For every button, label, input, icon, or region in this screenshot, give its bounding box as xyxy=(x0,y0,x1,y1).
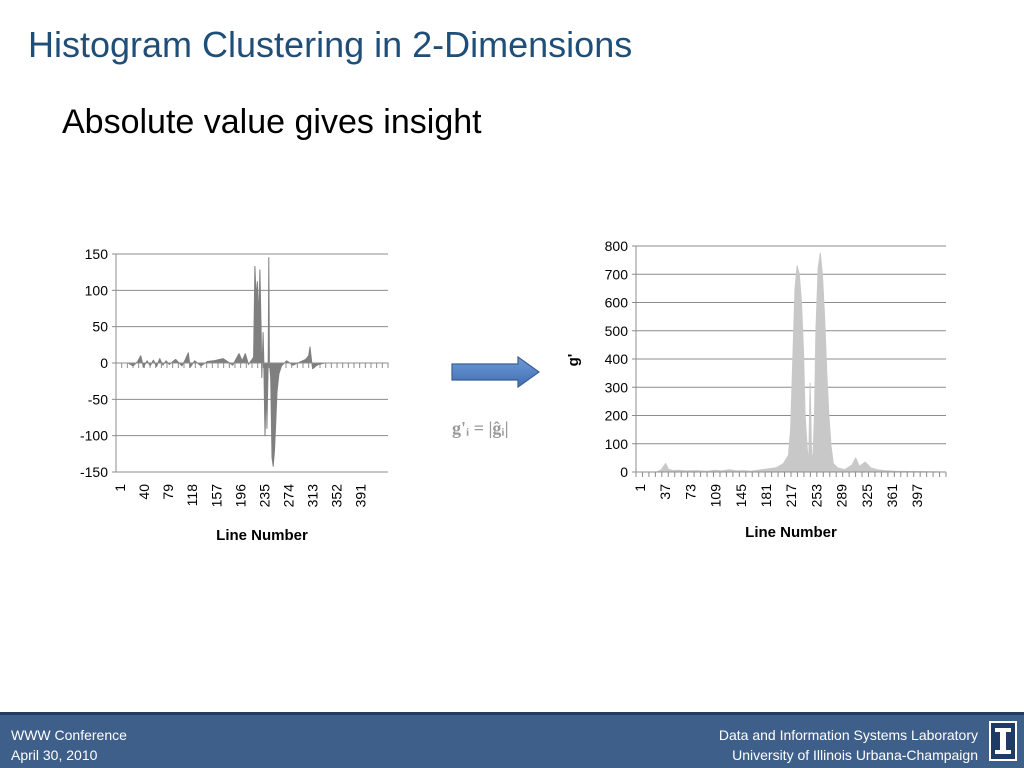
y-tick-label: 0 xyxy=(620,464,628,480)
y-tick-label: 100 xyxy=(85,282,109,298)
y-axis-label: g' xyxy=(565,354,582,367)
y-tick-label: -100 xyxy=(80,428,108,444)
conference-name: WWW Conference xyxy=(11,727,127,743)
x-tick-label: 289 xyxy=(834,484,850,508)
y-tick-label: 600 xyxy=(605,295,629,311)
y-tick-label: -50 xyxy=(88,391,108,407)
x-tick-label: 325 xyxy=(859,484,875,508)
y-tick-label: -150 xyxy=(80,464,108,480)
x-tick-label: 118 xyxy=(184,484,200,507)
x-tick-label: 73 xyxy=(682,484,698,500)
x-tick-label: 145 xyxy=(733,484,749,508)
footer-bar: WWW Conference April 30, 2010 Data and I… xyxy=(0,712,1024,768)
arrow-right-icon xyxy=(451,356,541,388)
slide-subtitle: Absolute value gives insight xyxy=(62,103,482,141)
x-tick-label: 391 xyxy=(353,484,369,508)
x-tick-label: 313 xyxy=(305,484,321,508)
y-tick-label: 700 xyxy=(605,266,629,282)
y-tick-label: 100 xyxy=(605,436,629,452)
data-series xyxy=(635,252,947,473)
x-tick-label: 274 xyxy=(281,484,297,508)
y-tick-label: 200 xyxy=(605,408,629,424)
x-axis-label: Line Number xyxy=(216,527,308,544)
x-tick-label: 79 xyxy=(160,484,176,500)
y-tick-label: 400 xyxy=(605,351,629,367)
x-tick-label: 397 xyxy=(909,484,925,508)
conference-date: April 30, 2010 xyxy=(11,747,98,763)
x-tick-label: 235 xyxy=(256,484,272,508)
x-tick-label: 157 xyxy=(208,484,224,508)
lab-name: Data and Information Systems Laboratory xyxy=(718,727,978,743)
x-tick-label: 109 xyxy=(708,484,724,508)
absolute-value-formula: g'ᵢ = |ĝᵢ| xyxy=(452,418,509,438)
x-tick-label: 352 xyxy=(329,484,345,508)
x-tick-label: 217 xyxy=(783,484,799,508)
illinois-logo-icon xyxy=(989,721,1017,761)
y-tick-label: 300 xyxy=(605,379,629,395)
x-tick-label: 196 xyxy=(232,484,248,508)
x-tick-label: 361 xyxy=(884,484,900,508)
footer-right: Data and Information Systems Laboratory … xyxy=(719,725,978,765)
x-tick-label: 40 xyxy=(136,484,152,500)
x-tick-label: 253 xyxy=(808,484,824,508)
y-tick-label: 0 xyxy=(100,355,108,371)
slide-title: Histogram Clustering in 2-Dimensions xyxy=(28,24,633,65)
y-tick-label: 50 xyxy=(92,319,108,335)
university-name: University of Illinois Urbana-Champaign xyxy=(732,747,978,763)
footer-left: WWW Conference April 30, 2010 xyxy=(11,725,127,765)
y-tick-label: 800 xyxy=(605,238,629,254)
y-tick-label: 500 xyxy=(605,323,629,339)
data-series xyxy=(115,257,389,467)
x-tick-label: 37 xyxy=(657,484,673,500)
x-tick-label: 1 xyxy=(632,484,648,492)
x-axis-label: Line Number xyxy=(745,524,837,541)
y-tick-label: 150 xyxy=(85,246,109,262)
x-tick-label: 181 xyxy=(758,484,774,508)
x-tick-label: 1 xyxy=(112,484,128,492)
